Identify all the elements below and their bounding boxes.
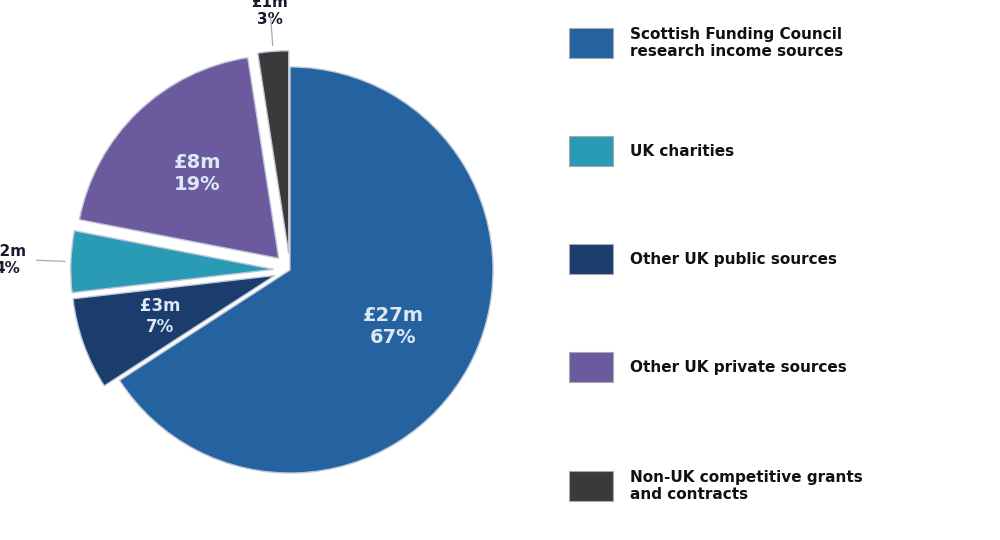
Wedge shape — [120, 67, 493, 473]
Text: Other UK public sources: Other UK public sources — [630, 252, 837, 267]
Text: Non-UK competitive grants
and contracts: Non-UK competitive grants and contracts — [630, 470, 863, 502]
Text: Other UK private sources: Other UK private sources — [630, 360, 847, 375]
FancyBboxPatch shape — [569, 353, 613, 382]
Wedge shape — [79, 58, 279, 258]
Text: £2m
4%: £2m 4% — [0, 244, 26, 276]
Text: Scottish Funding Council
research income sources: Scottish Funding Council research income… — [630, 27, 844, 59]
FancyBboxPatch shape — [569, 136, 613, 166]
FancyBboxPatch shape — [569, 244, 613, 274]
Text: UK charities: UK charities — [630, 144, 735, 159]
FancyBboxPatch shape — [569, 28, 613, 58]
Wedge shape — [71, 231, 274, 293]
Wedge shape — [73, 275, 275, 386]
Text: £1m
3%: £1m 3% — [251, 0, 288, 27]
Text: £3m
7%: £3m 7% — [140, 297, 180, 336]
Wedge shape — [258, 51, 289, 254]
FancyBboxPatch shape — [569, 471, 613, 501]
Text: £27m
67%: £27m 67% — [363, 306, 424, 347]
Text: £8m
19%: £8m 19% — [173, 153, 221, 194]
